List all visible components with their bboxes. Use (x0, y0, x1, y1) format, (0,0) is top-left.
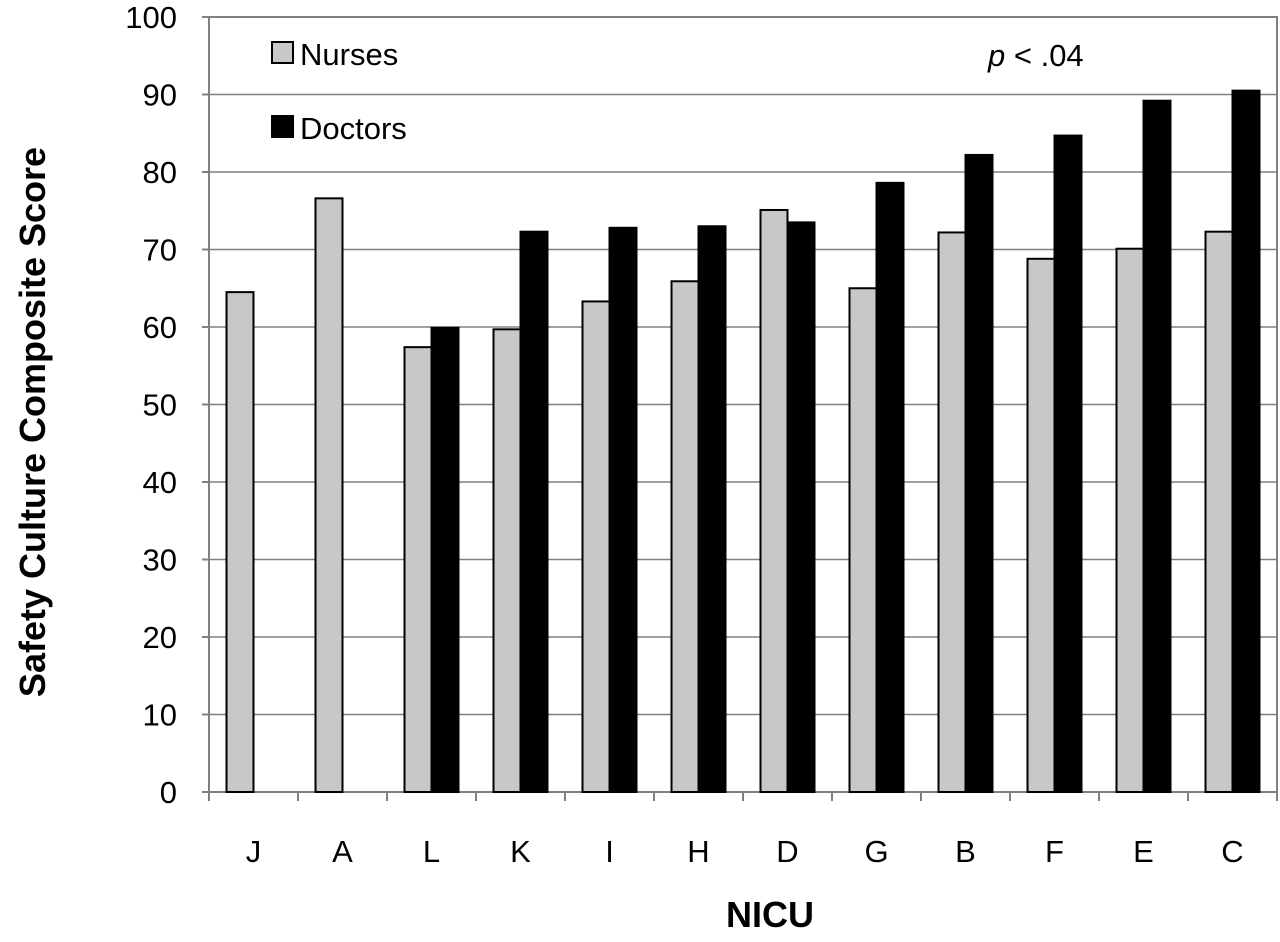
y-tick-label-40: 40 (143, 465, 177, 500)
y-tick-labels: 0 10 20 30 40 50 60 70 80 90 100 (125, 0, 177, 810)
bar-nurses-E (1115, 247, 1145, 794)
bar-doctors-C (1231, 89, 1261, 793)
x-tick-label-J: J (246, 834, 262, 869)
x-tick-label-E: E (1133, 834, 1154, 869)
x-tick-label-G: G (864, 834, 888, 869)
x-tick-label-H: H (687, 834, 709, 869)
bar-doctors-D (786, 221, 816, 793)
y-tick-label-90: 90 (143, 78, 177, 113)
bar-nurses-H (670, 280, 700, 793)
legend-swatch-nurses (271, 41, 294, 64)
y-tick-label-50: 50 (143, 388, 177, 423)
x-tick-label-L: L (423, 834, 440, 869)
y-tick-label-0: 0 (160, 775, 177, 810)
legend: Nurses Doctors (271, 37, 407, 146)
x-tick-label-C: C (1221, 834, 1243, 869)
y-tick-label-60: 60 (143, 310, 177, 345)
bar-doctors-I (608, 226, 638, 794)
p-value-text: < .04 (1005, 38, 1083, 73)
bar-nurses-A (314, 197, 344, 794)
x-tick-label-A: A (332, 834, 353, 869)
x-axis-title: NICU (726, 894, 814, 935)
bar-doctors-B (964, 153, 994, 793)
bar-nurses-F (1026, 257, 1056, 793)
bar-nurses-G (848, 287, 878, 793)
bar-doctors-E (1142, 99, 1172, 793)
x-tick-label-D: D (776, 834, 798, 869)
x-tick-label-K: K (510, 834, 531, 869)
legend-label-nurses: Nurses (300, 37, 398, 72)
p-value-annotation: p < .04 (987, 38, 1084, 73)
p-symbol: p (987, 38, 1005, 73)
y-tick-label-30: 30 (143, 543, 177, 578)
bars (225, 89, 1261, 794)
bar-doctors-H (697, 225, 727, 793)
x-tick-label-F: F (1045, 834, 1064, 869)
x-tick-label-I: I (605, 834, 614, 869)
bar-doctors-K (519, 230, 549, 794)
legend-swatch-doctors (271, 115, 294, 138)
bar-nurses-L (403, 346, 433, 793)
bar-doctors-L (430, 326, 460, 793)
bar-nurses-C (1204, 230, 1234, 794)
bar-nurses-D (759, 208, 789, 794)
legend-label-doctors: Doctors (300, 111, 407, 146)
y-tick-label-10: 10 (143, 698, 177, 733)
gridlines (202, 16, 1277, 793)
bar-nurses-K (492, 328, 522, 793)
x-tick-label-B: B (955, 834, 976, 869)
y-axis-title: Safety Culture Composite Score (12, 147, 53, 697)
y-tick-label-100: 100 (125, 0, 177, 35)
axes (208, 792, 1278, 801)
bar-nurses-J (225, 291, 255, 793)
bar-nurses-I (581, 300, 611, 793)
bar-nurses-B (937, 231, 967, 793)
y-tick-label-70: 70 (143, 233, 177, 268)
y-tick-label-20: 20 (143, 620, 177, 655)
bar-doctors-G (875, 181, 905, 794)
bar-doctors-F (1053, 134, 1083, 793)
y-tick-label-80: 80 (143, 155, 177, 190)
